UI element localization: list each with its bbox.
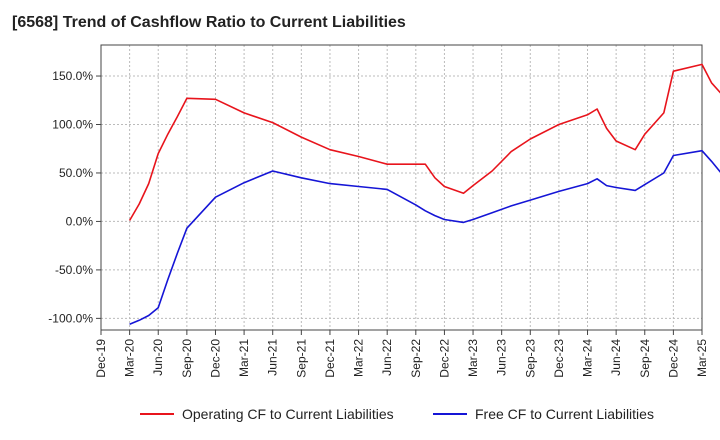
free-cf-line (129, 149, 720, 325)
x-tick-label: Dec-21 (323, 339, 337, 378)
y-tick-label: -50.0% (55, 263, 93, 277)
x-tick-label: Mar-23 (466, 339, 480, 377)
x-tick-label: Mar-24 (581, 339, 595, 377)
grid-lines (100, 45, 703, 330)
x-tick-label: Dec-19 (94, 339, 108, 378)
x-tick-label: Jun-21 (266, 339, 280, 376)
y-tick-label: 150.0% (52, 69, 93, 83)
x-tick-label: Dec-20 (208, 339, 222, 378)
legend: Operating CF to Current Liabilities Free … (140, 406, 654, 422)
x-tick-label: Sep-20 (180, 339, 194, 378)
x-tick-label: Dec-22 (437, 339, 451, 378)
x-tick-label: Sep-23 (523, 339, 537, 378)
x-tick-label: Jun-23 (495, 339, 509, 376)
x-tick-label: Mar-25 (695, 339, 709, 377)
x-tick-label: Sep-22 (409, 339, 423, 378)
x-tick-label: Mar-20 (123, 339, 137, 377)
legend-label: Operating CF to Current Liabilities (182, 406, 394, 422)
y-tick-label: 50.0% (59, 166, 93, 180)
chart-title: [6568] Trend of Cashflow Ratio to Curren… (12, 14, 406, 31)
series-lines (128, 63, 720, 325)
x-tick-label: Jun-20 (151, 339, 165, 376)
y-tick-label: 0.0% (66, 214, 94, 228)
y-tick-label: 100.0% (52, 117, 93, 131)
y-axis-ticks: -100.0% -50.0% 0.0% 50.0% 100.0% 150.0% (48, 69, 101, 325)
x-tick-label: Sep-21 (294, 339, 308, 378)
plot-area-frame (100, 44, 703, 331)
y-tick-label: -100.0% (48, 311, 93, 325)
x-tick-label: Mar-21 (237, 339, 251, 377)
x-tick-label: Sep-24 (638, 339, 652, 378)
x-axis-ticks: Dec-19 Mar-20 Jun-20 Sep-20 Dec-20 Mar-21 Jun-… (94, 330, 709, 378)
x-tick-label: Jun-24 (609, 339, 623, 376)
x-tick-label: Jun-22 (380, 339, 394, 376)
x-tick-label: Mar-22 (352, 339, 366, 377)
operating-cf-line (128, 63, 720, 221)
legend-label: Free CF to Current Liabilities (475, 406, 654, 422)
x-tick-label: Dec-23 (552, 339, 566, 378)
x-tick-label: Dec-24 (666, 339, 680, 378)
